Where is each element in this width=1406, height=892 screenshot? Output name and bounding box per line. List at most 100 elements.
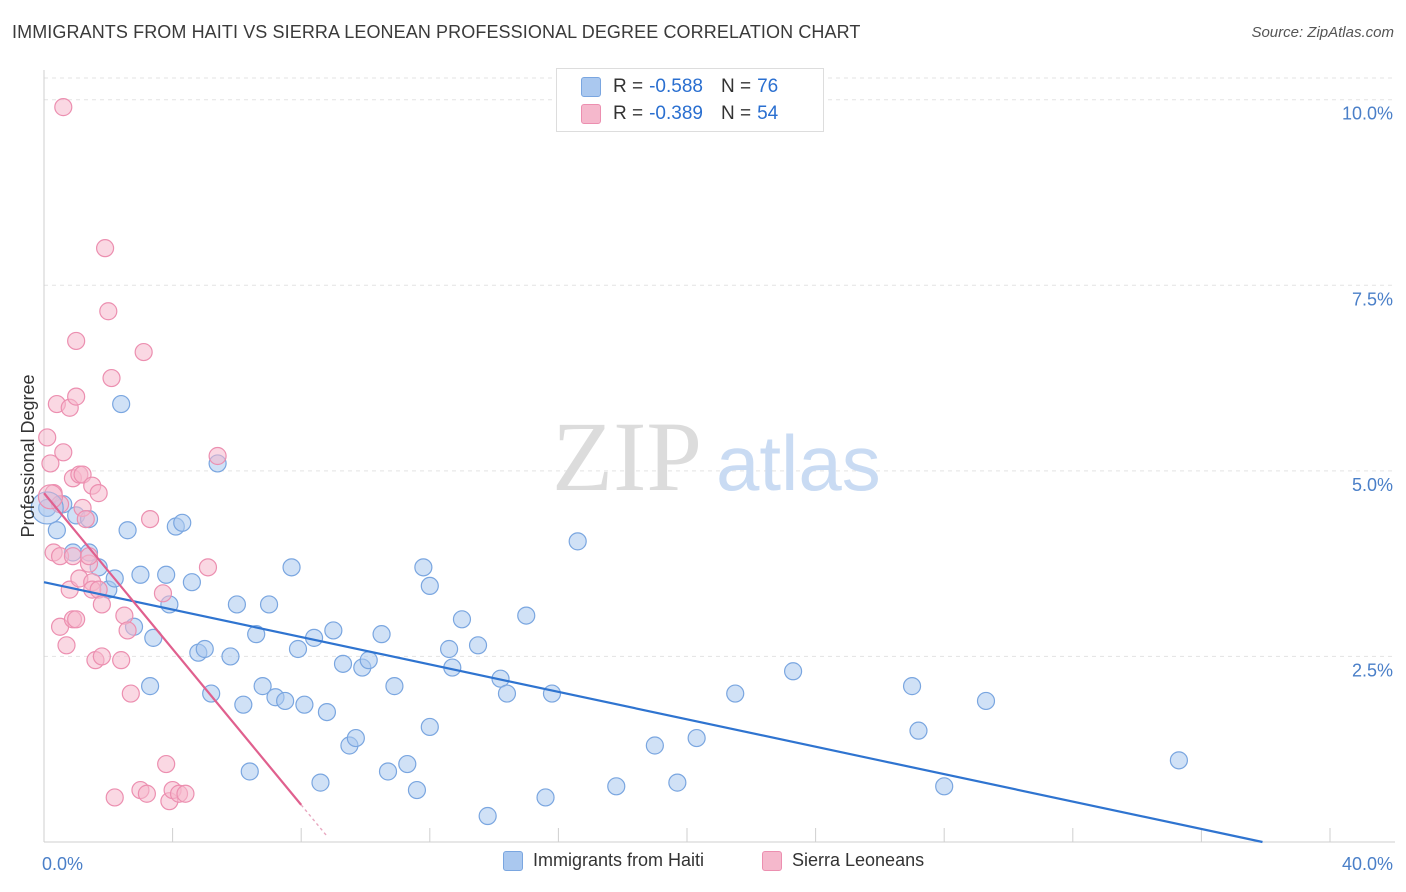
haiti-point xyxy=(645,736,664,755)
haiti-point xyxy=(47,521,66,540)
sierra-point xyxy=(153,584,173,603)
haiti-point xyxy=(478,806,497,826)
legend-item-sierra[interactable]: Sierra Leoneans xyxy=(762,850,924,871)
haiti-point xyxy=(288,639,308,659)
haiti-point xyxy=(359,651,378,670)
sierra-point xyxy=(140,509,160,529)
stats-legend: R = -0.588 N = 76 R = -0.389 N = 54 xyxy=(556,68,824,132)
haiti-point xyxy=(182,573,201,592)
sierra-point xyxy=(157,754,176,774)
haiti-point xyxy=(668,773,687,792)
haiti-point xyxy=(317,702,337,722)
haiti-point xyxy=(311,773,330,792)
sierra-point xyxy=(67,331,86,351)
sierra-point xyxy=(67,387,86,406)
stats-row-sierra: R = -0.389 N = 54 xyxy=(581,103,778,125)
haiti-point xyxy=(607,777,626,796)
stats-n-value: 76 xyxy=(757,76,779,97)
haiti-trend-line xyxy=(43,581,1263,844)
stats-n-label: N = xyxy=(720,103,752,124)
trend-layer xyxy=(43,492,1263,844)
points-layer xyxy=(30,98,1188,826)
x-tick-label-left: 0.0% xyxy=(42,854,83,874)
sierra-point xyxy=(176,784,195,803)
haiti-point xyxy=(253,677,272,696)
stats-r-value: -0.389 xyxy=(649,103,703,124)
haiti-point xyxy=(112,394,131,414)
haiti-point xyxy=(687,728,706,748)
legend-swatch-haiti xyxy=(503,850,523,871)
sierra-point xyxy=(54,98,73,117)
stats-r-label: R = xyxy=(613,103,644,124)
stats-swatch-sierra xyxy=(581,104,601,124)
sierra-trend-line xyxy=(43,492,303,806)
sierra-point xyxy=(54,443,73,462)
sierra-point xyxy=(57,636,76,655)
x-tick-label-right: 40.0% xyxy=(1342,854,1393,874)
sierra-point xyxy=(115,606,134,625)
sierra-point xyxy=(102,368,121,388)
sierra-point xyxy=(198,558,218,577)
sierra-point xyxy=(208,446,227,466)
haiti-point xyxy=(452,610,472,629)
sierra-point xyxy=(41,454,60,473)
haiti-point xyxy=(783,662,803,681)
y-axis-label: Professional Degree xyxy=(18,374,38,537)
haiti-point xyxy=(221,647,240,666)
haiti-point xyxy=(468,636,488,655)
haiti-point xyxy=(976,691,996,711)
haiti-point xyxy=(234,695,253,714)
haiti-point xyxy=(385,677,404,696)
haiti-point xyxy=(227,595,246,614)
sierra-point xyxy=(134,342,153,362)
y-tick-label: 7.5% xyxy=(1352,289,1393,309)
stats-r-value: -0.588 xyxy=(649,76,703,97)
haiti-point xyxy=(398,754,417,774)
legend-item-haiti[interactable]: Immigrants from Haiti xyxy=(503,850,704,871)
labels-layer: 2.5% 5.0% 7.5% 10.0% 0.0% 40.0% Professional D… xyxy=(18,104,1393,874)
haiti-point xyxy=(420,576,439,596)
haiti-point xyxy=(295,695,314,714)
y-tick-label: 5.0% xyxy=(1352,475,1393,495)
haiti-point xyxy=(568,532,587,551)
stats-swatch-haiti xyxy=(581,77,601,97)
legend-swatch-sierra xyxy=(762,850,782,871)
axes-layer xyxy=(43,70,1395,843)
haiti-point xyxy=(157,565,176,584)
stats-r-label: R = xyxy=(613,76,644,97)
haiti-point xyxy=(144,628,163,647)
grid-layer xyxy=(44,77,1395,657)
haiti-point xyxy=(420,717,439,737)
haiti-point xyxy=(240,762,259,781)
haiti-point xyxy=(259,595,279,614)
y-tick-label: 10.0% xyxy=(1342,104,1393,124)
haiti-point xyxy=(536,788,555,807)
sierra-point xyxy=(99,302,118,321)
haiti-point xyxy=(378,762,398,781)
haiti-point xyxy=(1169,751,1188,770)
sierra-point xyxy=(137,784,156,803)
sierra-point xyxy=(92,647,111,666)
watermark: ZIP atlas xyxy=(552,401,881,512)
haiti-point xyxy=(131,565,150,584)
haiti-point xyxy=(517,606,536,625)
haiti-point xyxy=(195,639,214,659)
sierra-point xyxy=(76,509,95,529)
haiti-point xyxy=(935,777,954,796)
y-tick-label: 2.5% xyxy=(1352,660,1393,680)
sierra-trend-extension xyxy=(300,804,328,837)
haiti-point xyxy=(282,558,301,577)
haiti-point xyxy=(372,625,391,644)
haiti-point xyxy=(324,621,343,640)
chart-title: IMMIGRANTS FROM HAITI VS SIERRA LEONEAN … xyxy=(12,22,861,42)
watermark-zip: ZIP xyxy=(552,401,702,512)
bottom-legend: Immigrants from Haiti Sierra Leoneans xyxy=(0,850,1406,880)
haiti-point xyxy=(542,684,562,703)
sierra-point xyxy=(95,239,115,258)
sierra-point xyxy=(67,610,86,629)
stats-row-haiti: R = -0.588 N = 76 xyxy=(581,76,778,98)
haiti-point xyxy=(439,639,459,659)
sierra-point xyxy=(118,621,137,640)
haiti-point xyxy=(497,684,517,703)
